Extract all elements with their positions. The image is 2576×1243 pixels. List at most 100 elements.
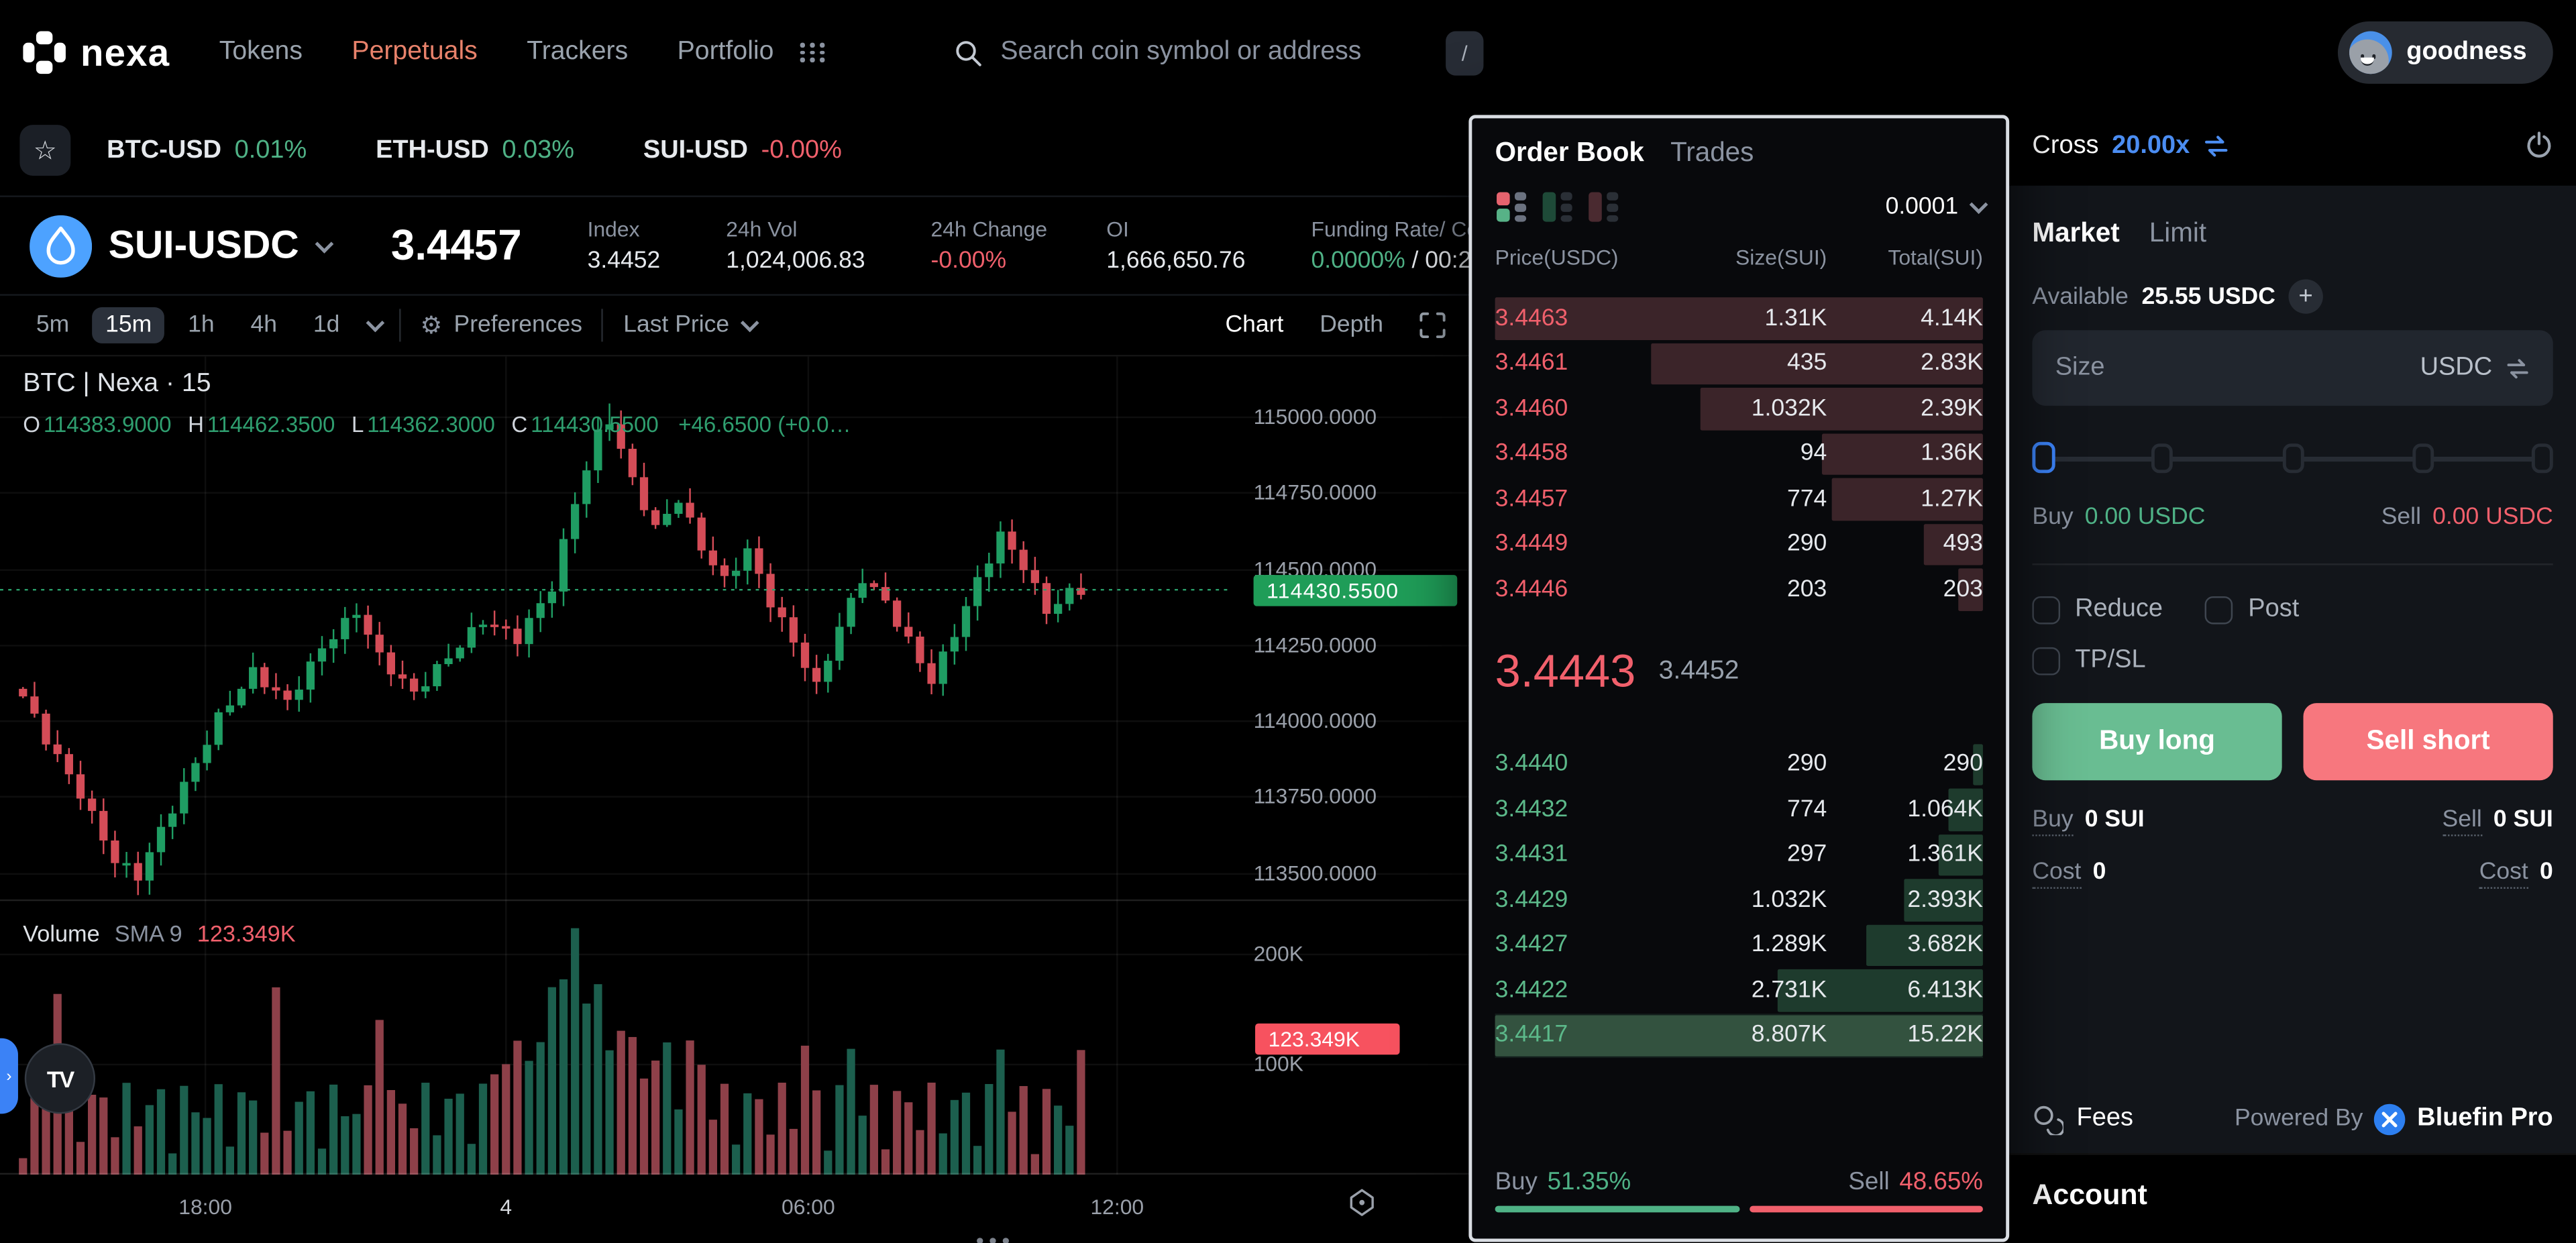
pair-selector[interactable]: SUI-USDC	[30, 214, 334, 277]
timezone-settings-icon[interactable]	[1347, 1188, 1377, 1218]
fullscreen-icon[interactable]	[1419, 312, 1446, 339]
order-flag-checkbox[interactable]: Reduce	[2032, 595, 2163, 625]
account-section: Account	[2009, 1153, 2576, 1243]
ask-row[interactable]: 3.4463 1.31K 4.14K	[1495, 296, 1983, 341]
price-mode-dropdown[interactable]: Last Price	[623, 312, 759, 338]
layout-split-book-icon[interactable]	[1495, 191, 1528, 223]
tab-chart[interactable]: Chart	[1225, 312, 1284, 339]
sell-estimate: Sell 0.00 USDC	[2381, 504, 2553, 531]
last-price-tag: 114430.5500	[1253, 575, 1458, 606]
ask-size: 94	[1800, 440, 1827, 468]
stat-value: 0.0000%/ 00:23:	[1311, 248, 1492, 274]
ask-row[interactable]: 3.4460 1.032K 2.39K	[1495, 386, 1983, 431]
stat-label: 24h Vol	[726, 217, 798, 242]
top-nav: nexa Tokens Perpetuals Trackers Portfolio S…	[0, 0, 2576, 105]
bid-price: 3.4429	[1495, 886, 1568, 914]
order-type-tab[interactable]: Limit	[2149, 218, 2207, 248]
bid-row[interactable]: 3.4432 774 1.064K	[1495, 787, 1983, 832]
price-axis-label: 114750.0000	[1253, 480, 1377, 504]
depth-bar	[1949, 788, 1983, 830]
ticker-item[interactable]: ETH-USD 0.03%	[376, 136, 574, 165]
order-flag-checkbox[interactable]: Post	[2205, 595, 2299, 625]
bid-row[interactable]: 3.4429 1.032K 2.393K	[1495, 877, 1983, 922]
ask-total: 1.27K	[1921, 486, 1983, 512]
size-slider[interactable]	[2032, 441, 2553, 475]
bid-total: 15.22K	[1907, 1022, 1983, 1049]
precision-dropdown[interactable]: 0.0001	[1886, 194, 1988, 220]
slider-handle[interactable]	[2032, 441, 2055, 474]
size-unit-toggle[interactable]: USDC	[2420, 354, 2530, 383]
favorites-star-button[interactable]: ☆	[19, 125, 71, 176]
timeframe-button[interactable]: 5m	[36, 312, 70, 339]
chevron-down-icon	[315, 233, 334, 253]
ask-row[interactable]: 3.4458 94 1.36K	[1495, 431, 1983, 476]
chart-legend-title: BTC | Nexa · 15	[23, 370, 211, 398]
bid-row[interactable]: 3.4427 1.289K 3.682K	[1495, 922, 1983, 967]
nav-item[interactable]: Portfolio	[677, 38, 774, 66]
ask-total: 203	[1943, 576, 1983, 603]
ohlc-field: H 114462.3500	[188, 412, 335, 437]
bid-row[interactable]: 3.4422 2.731K 6.413K	[1495, 967, 1983, 1012]
slider-stop-25[interactable]	[2151, 443, 2174, 474]
apps-grid-icon[interactable]	[800, 42, 826, 62]
tab-depth[interactable]: Depth	[1320, 312, 1384, 339]
timeframe-button[interactable]: 1h	[188, 312, 215, 339]
swap-leverage-icon[interactable]	[2203, 134, 2229, 157]
size-input[interactable]: Size USDC	[2032, 330, 2553, 406]
ohlc-field: O 114383.9000	[23, 412, 172, 437]
overflow-dots[interactable]: •••	[975, 1227, 1015, 1243]
ticker-item[interactable]: BTC-USD 0.01%	[107, 136, 307, 165]
nav-item[interactable]: Tokens	[219, 38, 303, 66]
leverage-value[interactable]: 20.00x	[2112, 130, 2190, 159]
power-icon[interactable]	[2525, 131, 2553, 160]
ask-size: 774	[1787, 486, 1827, 512]
ask-price: 3.4463	[1495, 305, 1568, 332]
slider-stop-50[interactable]	[2282, 443, 2304, 474]
timeframe-button[interactable]: 4h	[250, 312, 278, 339]
depth-bar	[1958, 568, 1983, 610]
ticker-item[interactable]: SUI-USD -0.00%	[643, 136, 842, 165]
tpsl-checkbox[interactable]: TP/SL	[2032, 645, 2146, 675]
bid-size: 1.032K	[1751, 886, 1827, 914]
buy-long-button[interactable]: Buy long	[2032, 703, 2282, 781]
order-type-tab[interactable]: Market	[2032, 218, 2120, 248]
ask-row[interactable]: 3.4461 435 2.83K	[1495, 341, 1983, 386]
bid-row[interactable]: 3.4440 290 290	[1495, 742, 1983, 787]
ticker-change: 0.03%	[502, 136, 575, 164]
price-axis-label: 115000.0000	[1253, 404, 1377, 429]
expand-side-tab[interactable]: ›	[0, 1038, 18, 1114]
search-placeholder: Search coin symbol or address	[1000, 38, 1362, 66]
volume-legend: Volume SMA 9 123.349K	[23, 920, 295, 946]
order-book-tab[interactable]: Order Book	[1495, 138, 1644, 168]
last-trade-price: 3.4443	[1495, 645, 1636, 697]
sell-short-button[interactable]: Sell short	[2303, 703, 2553, 781]
order-book-tab[interactable]: Trades	[1670, 138, 1754, 168]
search-icon	[956, 40, 981, 66]
timeframe-more-chevron-icon[interactable]	[366, 313, 384, 333]
fees-label[interactable]: Fees	[2076, 1103, 2133, 1132]
bid-row[interactable]: 3.4417 8.807K 15.22K	[1495, 1012, 1983, 1059]
layout-asks-only-icon[interactable]	[1587, 191, 1620, 223]
brand[interactable]: nexa	[23, 30, 170, 74]
slider-stop-100[interactable]	[2531, 443, 2553, 474]
timeframe-button[interactable]: 15m	[92, 307, 165, 343]
deposit-plus-button[interactable]: +	[2288, 279, 2323, 314]
bid-price: 3.4431	[1495, 841, 1568, 868]
user-menu[interactable]: goodness	[2337, 21, 2553, 84]
preferences-button[interactable]: ⚙ Preferences	[420, 311, 582, 340]
timeframe-button[interactable]: 1d	[313, 312, 340, 339]
candlestick-chart[interactable]	[0, 356, 1469, 1243]
ask-row[interactable]: 3.4457 774 1.27K	[1495, 476, 1983, 521]
nav-item[interactable]: Perpetuals	[352, 38, 478, 66]
search-bar[interactable]: Search coin symbol or address /	[955, 30, 1484, 75]
bluefin-logo	[2374, 1103, 2406, 1135]
tradingview-logo[interactable]: TV	[24, 1043, 96, 1114]
ask-row[interactable]: 3.4446 203 203	[1495, 567, 1983, 612]
bid-row[interactable]: 3.4431 297 1.361K	[1495, 832, 1983, 877]
layout-bids-only-icon[interactable]	[1541, 191, 1574, 223]
slider-stop-75[interactable]	[2412, 443, 2434, 474]
ask-row[interactable]: 3.4449 290 493	[1495, 522, 1983, 567]
nav-item[interactable]: Trackers	[527, 38, 629, 66]
ask-price: 3.4458	[1495, 440, 1568, 468]
margin-mode[interactable]: Cross	[2032, 130, 2099, 159]
